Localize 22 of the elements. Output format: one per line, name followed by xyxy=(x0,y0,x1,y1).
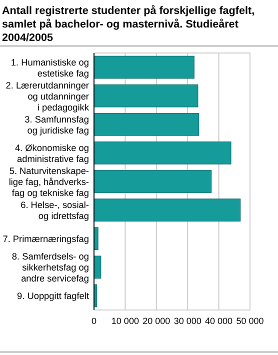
bar xyxy=(94,56,194,79)
y-tick-label: 1. Humanistiske og estetiske fag xyxy=(10,57,89,78)
x-tick-label: 20 000 xyxy=(142,316,170,326)
bar xyxy=(94,170,212,193)
x-tick-label: 50 000 xyxy=(236,316,264,326)
bar xyxy=(94,142,232,164)
y-tick-label: 4. Økonomiske og administrative fag xyxy=(14,142,89,164)
y-tick-label: 3. Samfunnsfag og juridiske fag xyxy=(24,114,89,136)
y-tick-label: 8. Samferdsels- og sikkerhetsfag og andre servicefag xyxy=(12,252,89,284)
y-tick-label: 7. Primærnæringsfag xyxy=(2,234,89,244)
x-tick-label: 10 000 xyxy=(111,316,139,326)
x-tick-label: 40 000 xyxy=(205,316,233,326)
y-tick-label: 2. Lærerutdanninger og utdanninger i pedagogikk xyxy=(6,80,90,112)
y-tick-label: 9. Uoppgitt fagfelt xyxy=(16,291,90,302)
bar xyxy=(94,84,198,108)
y-tick-label: 5. Naturvitenskape- lige fag, håndverks- fag og tekniske fag xyxy=(8,166,89,198)
bar xyxy=(94,112,200,136)
y-tick-label: 6. Helse-, sosial- og idrettsfag xyxy=(20,200,89,222)
chart-title: Antall registrerte studenter på forskjellige fagfelt, samlet på bachelor- og masternivå. Studieåret 2004/2005 xyxy=(2,5,255,44)
bar xyxy=(94,198,241,222)
x-tick-label: 0 xyxy=(91,316,97,326)
x-tick-label: 30 000 xyxy=(174,316,202,326)
